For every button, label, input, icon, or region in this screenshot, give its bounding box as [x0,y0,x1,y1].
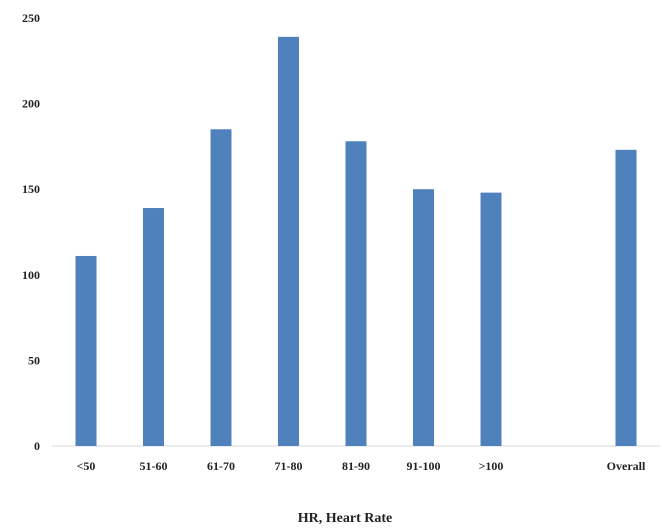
bar [278,36,299,446]
x-tick-label: 51-60 [140,459,168,473]
y-tick-label: 0 [34,439,40,453]
y-tick-label: 250 [22,11,40,25]
x-tick-label: <50 [77,459,96,473]
bars [75,36,637,446]
x-tick-label: 81-90 [342,459,370,473]
x-tick-label: 71-80 [275,459,303,473]
x-tick-label: >100 [479,459,504,473]
bar [413,189,434,446]
y-tick-label: 100 [22,268,40,282]
y-tick-label: 50 [28,353,40,367]
x-tick-label: 61-70 [207,459,235,473]
bar [75,255,97,446]
bar [480,192,502,446]
x-tick-label: Overall [607,459,646,473]
x-axis-label: HR, Heart Rate [298,511,392,526]
y-tick-label: 150 [22,182,40,196]
bar [143,208,164,446]
bar [210,129,232,446]
bar [345,141,367,446]
y-axis: 0 50 100 150 200 250 [22,11,40,453]
x-tick-label: 91-100 [407,459,441,473]
bar [615,149,637,446]
x-axis: <50 51-60 61-70 71-80 81-90 91-100 >100 Overall [77,459,646,473]
y-tick-label: 200 [22,97,40,111]
